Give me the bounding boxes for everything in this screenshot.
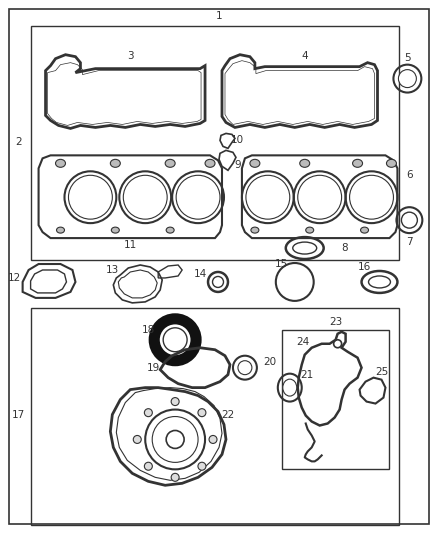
- Text: 11: 11: [124, 240, 137, 250]
- Text: 14: 14: [194, 269, 207, 279]
- Text: 13: 13: [106, 265, 119, 275]
- Text: 7: 7: [406, 237, 413, 247]
- Ellipse shape: [205, 159, 215, 167]
- Text: 24: 24: [296, 337, 309, 347]
- Text: 18: 18: [141, 325, 155, 335]
- Text: 1: 1: [215, 11, 223, 21]
- Ellipse shape: [145, 462, 152, 470]
- Ellipse shape: [145, 409, 152, 417]
- Ellipse shape: [368, 276, 390, 288]
- Text: 22: 22: [221, 409, 235, 419]
- Ellipse shape: [165, 159, 175, 167]
- Text: 8: 8: [341, 243, 348, 253]
- Text: 21: 21: [300, 370, 313, 379]
- Ellipse shape: [360, 227, 368, 233]
- Ellipse shape: [283, 379, 297, 396]
- Ellipse shape: [110, 159, 120, 167]
- Ellipse shape: [56, 159, 66, 167]
- Polygon shape: [31, 270, 67, 293]
- Text: 2: 2: [15, 138, 22, 148]
- Ellipse shape: [293, 242, 317, 254]
- Ellipse shape: [300, 159, 310, 167]
- Ellipse shape: [166, 227, 174, 233]
- Text: 23: 23: [329, 317, 342, 327]
- Ellipse shape: [401, 212, 417, 228]
- Polygon shape: [118, 270, 157, 298]
- Ellipse shape: [171, 473, 179, 481]
- Text: 25: 25: [375, 367, 388, 377]
- Ellipse shape: [171, 398, 179, 406]
- Text: 4: 4: [301, 51, 308, 61]
- Ellipse shape: [163, 328, 187, 352]
- Bar: [282, 330, 389, 470]
- Text: 20: 20: [263, 357, 276, 367]
- Ellipse shape: [212, 277, 223, 287]
- Text: 3: 3: [127, 51, 134, 61]
- Text: 10: 10: [230, 135, 244, 146]
- Ellipse shape: [111, 227, 119, 233]
- Text: 5: 5: [404, 53, 411, 63]
- Text: 17: 17: [12, 409, 25, 419]
- Ellipse shape: [306, 227, 314, 233]
- Ellipse shape: [250, 159, 260, 167]
- Ellipse shape: [251, 227, 259, 233]
- Bar: [31, 26, 399, 260]
- Text: 12: 12: [8, 273, 21, 283]
- Ellipse shape: [386, 159, 396, 167]
- Text: 16: 16: [358, 262, 371, 272]
- Text: 19: 19: [147, 362, 160, 373]
- Text: 6: 6: [406, 170, 413, 180]
- Text: 9: 9: [235, 160, 241, 171]
- Ellipse shape: [399, 70, 417, 87]
- Text: 15: 15: [275, 259, 289, 269]
- Ellipse shape: [353, 159, 363, 167]
- Ellipse shape: [198, 409, 206, 417]
- Ellipse shape: [198, 462, 206, 470]
- Ellipse shape: [238, 361, 252, 375]
- Ellipse shape: [57, 227, 64, 233]
- Ellipse shape: [209, 435, 217, 443]
- Bar: [31, 308, 399, 525]
- Ellipse shape: [133, 435, 141, 443]
